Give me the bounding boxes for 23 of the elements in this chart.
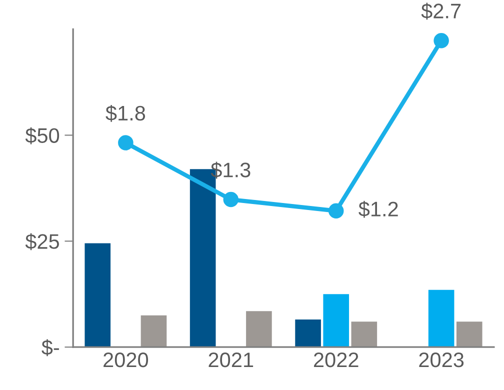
data-label: $1.2 [358, 200, 398, 218]
x-tick-label: 2021 [208, 352, 254, 368]
point [223, 192, 239, 208]
x-tick-label: 2022 [314, 352, 358, 368]
bar [428, 290, 454, 348]
data-label: $2.7 [421, 2, 461, 20]
bar [84, 243, 111, 348]
x-tick-label: 2023 [419, 352, 464, 368]
y-tick-label: $- [42, 339, 59, 356]
y-tick-label: $25 [25, 233, 60, 250]
data-label: $1.8 [106, 104, 146, 122]
bar [246, 311, 272, 348]
point [328, 203, 344, 219]
point [434, 32, 449, 48]
bar [351, 322, 378, 348]
y-tick-label: $50 [25, 127, 60, 144]
data-label: $1.3 [210, 162, 250, 179]
point [118, 135, 134, 150]
bar [456, 322, 482, 348]
bar [140, 315, 167, 348]
bar [295, 320, 321, 348]
x-tick-label: 2020 [104, 352, 148, 368]
bar [323, 294, 350, 348]
